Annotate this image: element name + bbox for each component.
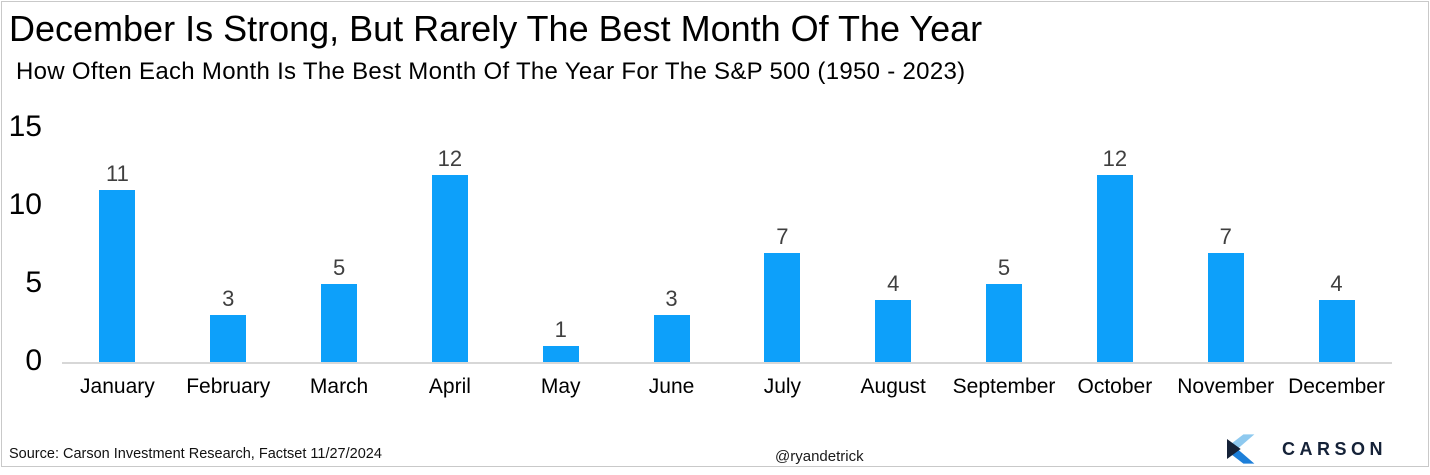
- bar-value-label: 7: [1219, 224, 1232, 249]
- bar-slot-june: 3: [616, 100, 727, 362]
- bar-june: [653, 315, 690, 362]
- bar-value-label: 1: [554, 317, 567, 342]
- bar-slot-december: 4: [1281, 100, 1392, 362]
- source-note: Source: Carson Investment Research, Fact…: [9, 446, 382, 462]
- bar-november: [1207, 253, 1244, 362]
- bar-slot-april: 12: [394, 100, 505, 362]
- chart-subtitle: How Often Each Month Is The Best Month O…: [16, 58, 966, 85]
- x-tick-label-january: January: [80, 375, 155, 398]
- bar-january: [99, 190, 136, 362]
- bar-slot-january: 11: [62, 100, 173, 362]
- bar-value-label: 3: [665, 286, 678, 311]
- x-tick-label-september: September: [952, 375, 1056, 398]
- y-tick-label: 5: [25, 266, 42, 299]
- bar-may: [542, 346, 579, 362]
- chart-title: December Is Strong, But Rarely The Best …: [9, 8, 983, 49]
- carson-logo: CARSON: [1227, 433, 1387, 465]
- bar-value-label: 11: [105, 161, 129, 186]
- x-tick-label-october: October: [1077, 375, 1153, 398]
- bar-slot-october: 12: [1059, 100, 1170, 362]
- bar-march: [321, 284, 358, 362]
- y-tick-label: 10: [8, 188, 42, 221]
- bar-december: [1318, 300, 1355, 362]
- x-tick-label-november: November: [1177, 375, 1275, 398]
- bars-container: 11 3 5 12 1 3 7 4 5 12 7 4: [62, 100, 1392, 362]
- x-tick-label-february: February: [186, 375, 271, 398]
- x-tick-label-may: May: [540, 375, 581, 398]
- bar-february: [210, 315, 247, 362]
- carson-logo-icon: [1227, 434, 1255, 464]
- bar-slot-november: 7: [1170, 100, 1281, 362]
- x-tick-label-july: July: [763, 375, 802, 398]
- bar-slot-july: 7: [727, 100, 838, 362]
- x-tick-label-august: August: [860, 375, 926, 398]
- x-tick-label-june: June: [648, 375, 695, 398]
- x-tick-label-march: March: [309, 375, 369, 398]
- bar-value-label: 3: [222, 286, 235, 311]
- bar-value-label: 4: [1330, 271, 1343, 296]
- carson-logo-text: CARSON: [1282, 439, 1388, 459]
- y-tick-label: 0: [25, 344, 42, 377]
- x-axis-line: [62, 362, 1392, 364]
- author-handle: @ryandetrick: [775, 448, 864, 465]
- y-tick-label: 15: [8, 110, 42, 143]
- bar-july: [764, 253, 801, 362]
- bar-august: [875, 300, 912, 362]
- x-tick-label-april: April: [428, 375, 471, 398]
- bar-value-label: 7: [776, 224, 789, 249]
- bar-value-label: 12: [437, 146, 463, 171]
- bar-slot-september: 5: [949, 100, 1060, 362]
- bar-slot-february: 3: [173, 100, 284, 362]
- bar-value-label: 12: [1102, 146, 1128, 171]
- bar-slot-august: 4: [838, 100, 949, 362]
- x-axis-labels: January February March April May June July Augu…: [62, 374, 1392, 400]
- bar-slot-may: 1: [505, 100, 616, 362]
- bar-september: [986, 284, 1023, 362]
- x-tick-label-december: December: [1288, 375, 1385, 398]
- bar-value-label: 4: [887, 271, 900, 296]
- bar-value-label: 5: [332, 255, 346, 280]
- bar-slot-march: 5: [284, 100, 395, 362]
- bar-value-label: 5: [997, 255, 1011, 280]
- bar-october: [1096, 175, 1133, 362]
- bar-april: [431, 175, 468, 362]
